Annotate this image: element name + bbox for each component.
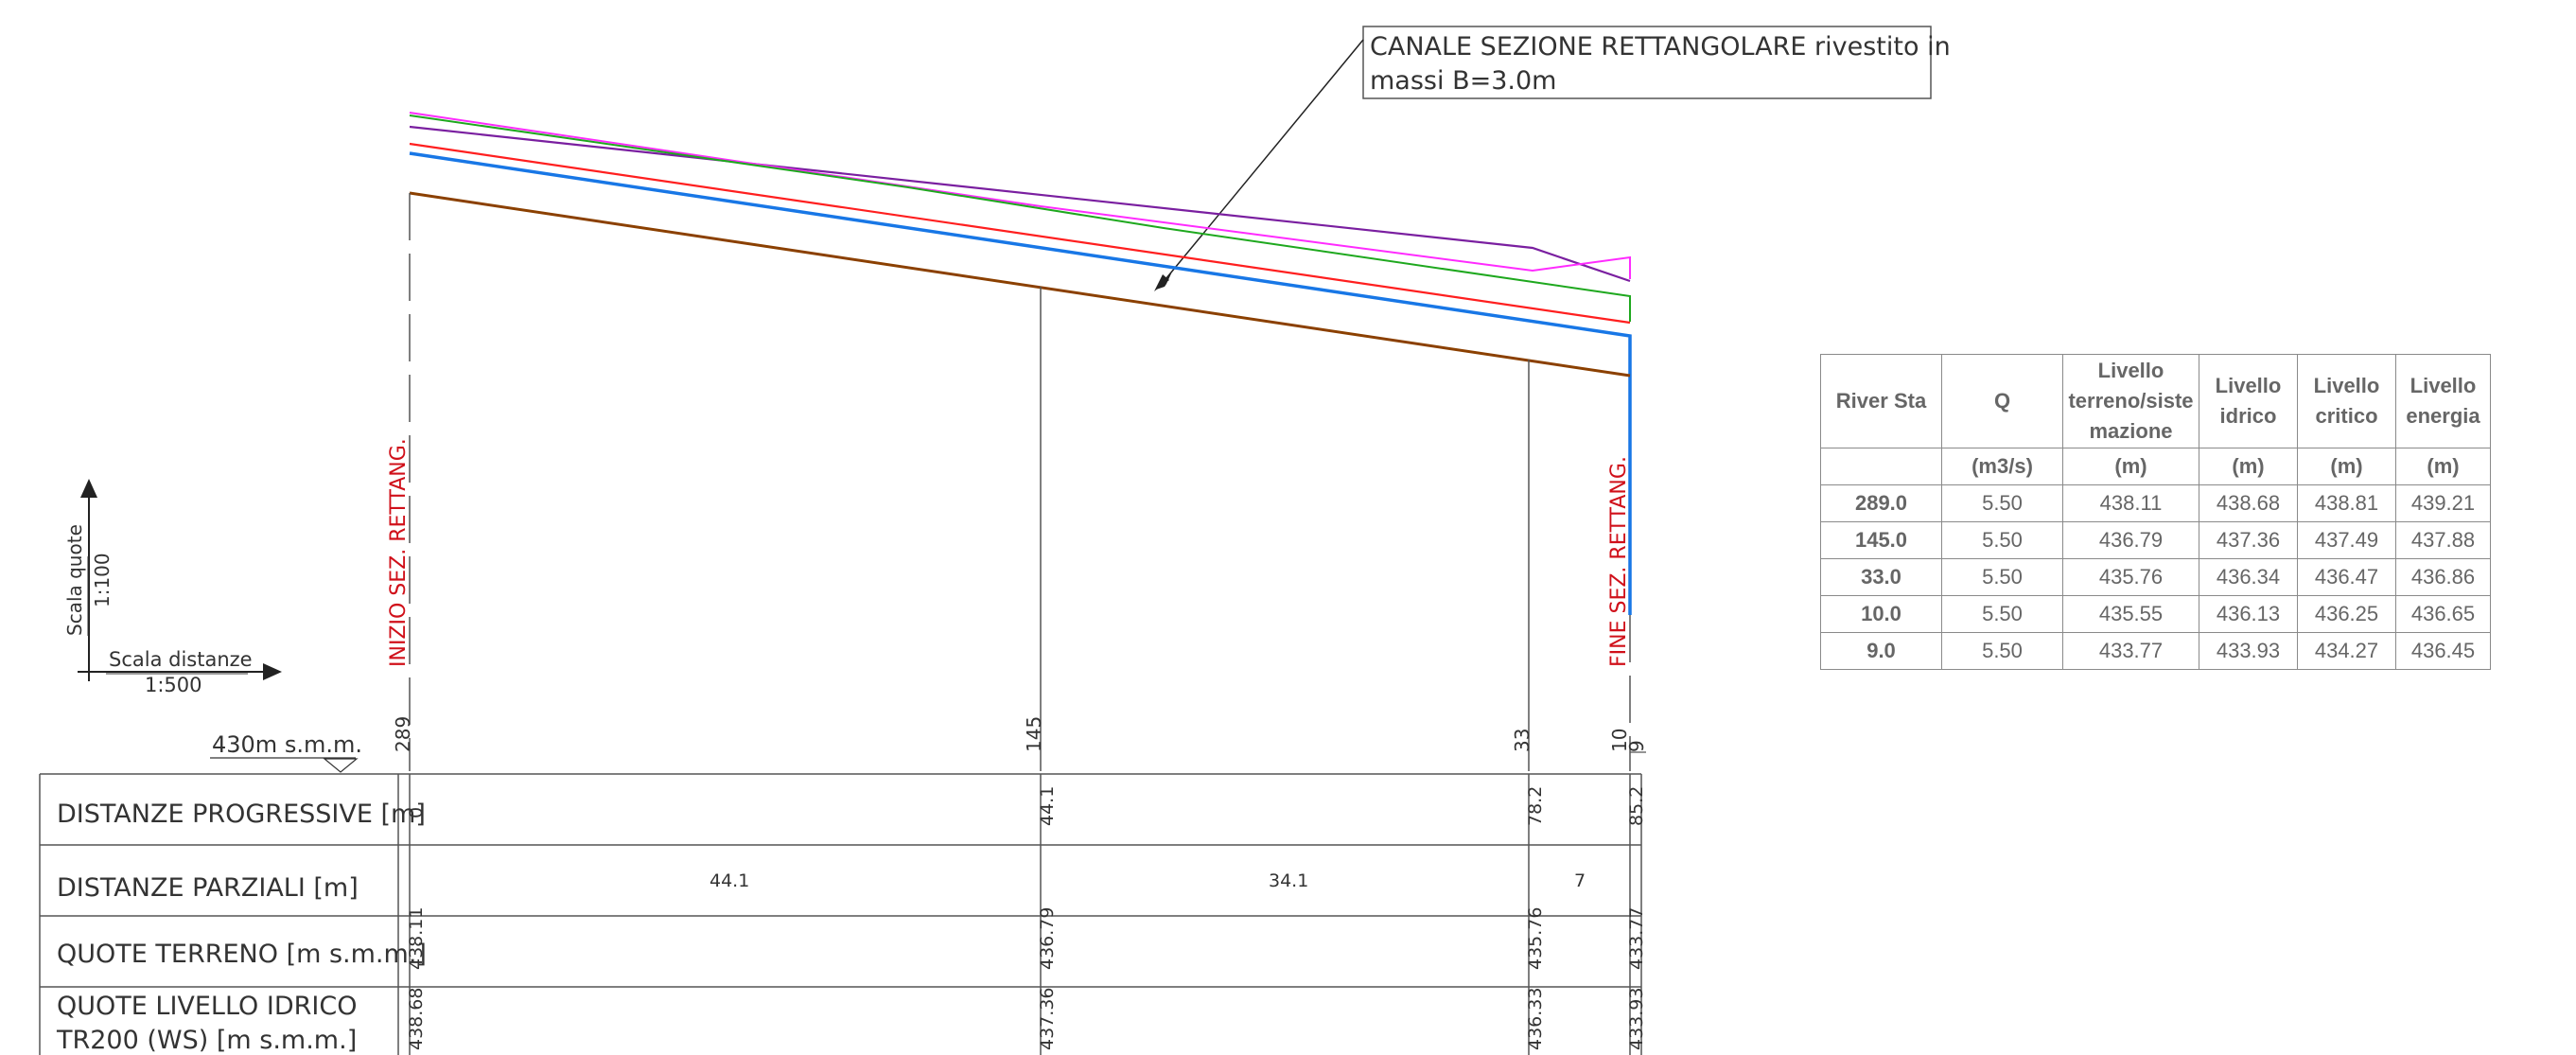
table-row: 145.0 5.50 436.79 437.36 437.49 437.88 bbox=[1820, 521, 2491, 559]
green-line bbox=[409, 114, 1631, 322]
table-cell: 436.13 bbox=[2199, 595, 2298, 633]
water-elev-value: 437.36 bbox=[1037, 988, 1058, 1050]
table-cell: 438.68 bbox=[2199, 484, 2298, 522]
table-cell: 433.93 bbox=[2199, 632, 2298, 670]
table-cell: 436.79 bbox=[2062, 521, 2199, 559]
callout-box bbox=[1362, 26, 1932, 99]
callout-text-line2: massi B=3.0m bbox=[1370, 66, 1556, 96]
station-label-33: 33 bbox=[1511, 729, 1533, 752]
header-water-level: Livello idrico bbox=[2199, 354, 2298, 448]
table-cell: 433.77 bbox=[2062, 632, 2199, 670]
water-elev-value: 433.93 bbox=[1626, 988, 1647, 1050]
ground-elev-value: 433.77 bbox=[1626, 907, 1647, 970]
scale-horizontal-label: Scala distanze bbox=[109, 648, 253, 671]
station-label-9: 9 bbox=[1625, 740, 1648, 752]
row-label-progressive: DISTANZE PROGRESSIVE [m] bbox=[57, 800, 426, 829]
table-row: 9.0 5.50 433.77 433.93 434.27 436.45 bbox=[1820, 632, 2491, 670]
header-q: Q bbox=[1941, 354, 2063, 448]
table-cell: 5.50 bbox=[1941, 632, 2063, 670]
callout-leader bbox=[1161, 39, 1364, 285]
ground-elev-value: 436.79 bbox=[1037, 907, 1058, 970]
ground-elev-value: 435.76 bbox=[1525, 907, 1546, 970]
table-cell: 438.11 bbox=[2062, 484, 2199, 522]
table-row: 33.0 5.50 435.76 436.34 436.47 436.86 bbox=[1820, 558, 2491, 596]
header-energy-level: Livello energia bbox=[2395, 354, 2491, 448]
table-row: 289.0 5.50 438.11 438.68 438.81 439.21 bbox=[1820, 484, 2491, 522]
scale-horizontal-arrow bbox=[263, 663, 282, 680]
unit-cell: (m) bbox=[2297, 448, 2396, 485]
table-cell: 439.21 bbox=[2395, 484, 2491, 522]
progressive-value: 44.1 bbox=[1037, 786, 1058, 826]
table-cell: 10.0 bbox=[1820, 595, 1942, 633]
partial-value: 7 bbox=[1574, 870, 1586, 891]
table-cell: 5.50 bbox=[1941, 484, 2063, 522]
results-table: River Sta Q Livello terreno/siste mazion… bbox=[1820, 354, 2491, 670]
table-cell: 437.36 bbox=[2199, 521, 2298, 559]
header-ground-level: Livello terreno/siste mazione bbox=[2062, 354, 2199, 448]
callout-arrowhead-fill bbox=[1154, 274, 1169, 291]
row-label-partial: DISTANZE PARZIALI [m] bbox=[57, 873, 359, 903]
scale-vertical-value: 1:100 bbox=[91, 553, 114, 607]
station-label-289: 289 bbox=[392, 716, 414, 752]
start-marker-label: INIZIO SEZ. RETTANG. bbox=[387, 438, 411, 667]
water-surface-line bbox=[409, 151, 1632, 615]
row-label-water-2: TR200 (WS) [m s.m.m.] bbox=[56, 1026, 357, 1055]
row-label-water-1: QUOTE LIVELLO IDRICO bbox=[57, 992, 357, 1021]
table-cell: 436.34 bbox=[2199, 558, 2298, 596]
scale-vertical-arrow bbox=[80, 479, 97, 498]
datum-label: 430m s.m.m. bbox=[212, 731, 362, 758]
table-cell: 436.47 bbox=[2297, 558, 2396, 596]
results-table-units-row: (m3/s) (m) (m) (m) (m) bbox=[1820, 448, 2491, 485]
end-marker-label: FINE SEZ. RETTANG. bbox=[1607, 456, 1631, 667]
unit-cell: (m) bbox=[2062, 448, 2199, 485]
header-river-sta: River Sta bbox=[1820, 354, 1942, 448]
partial-value: 34.1 bbox=[1269, 870, 1308, 891]
table-cell: 435.76 bbox=[2062, 558, 2199, 596]
table-cell: 33.0 bbox=[1820, 558, 1942, 596]
profile-table-grid bbox=[39, 773, 1642, 1055]
unit-cell bbox=[1820, 448, 1942, 485]
row-label-ground: QUOTE TERRENO [m s.m.m.] bbox=[57, 940, 427, 969]
unit-cell: (m) bbox=[2199, 448, 2298, 485]
magenta-line bbox=[409, 112, 1631, 279]
table-cell: 438.81 bbox=[2297, 484, 2396, 522]
unit-cell: (m3/s) bbox=[1941, 448, 2063, 485]
station-label-10: 10 bbox=[1608, 729, 1631, 752]
table-cell: 436.65 bbox=[2395, 595, 2491, 633]
ground-line bbox=[409, 191, 1631, 378]
callout-text-line1: CANALE SEZIONE RETTANGOLARE rivestito in bbox=[1370, 32, 1951, 62]
partial-value: 44.1 bbox=[710, 870, 749, 891]
table-row: 10.0 5.50 435.55 436.13 436.25 436.65 bbox=[1820, 595, 2491, 633]
progressive-value: 0 bbox=[406, 807, 427, 818]
table-cell: 5.50 bbox=[1941, 595, 2063, 633]
progressive-value: 78.2 bbox=[1525, 786, 1546, 826]
results-table-header-row: River Sta Q Livello terreno/siste mazion… bbox=[1820, 354, 2491, 448]
ground-elev-value: 438.11 bbox=[406, 907, 427, 970]
scale-vertical-label: Scala quote bbox=[63, 524, 86, 636]
table-cell: 436.45 bbox=[2395, 632, 2491, 670]
table-cell: 436.86 bbox=[2395, 558, 2491, 596]
table-cell: 289.0 bbox=[1820, 484, 1942, 522]
water-elev-value: 436.33 bbox=[1525, 988, 1546, 1050]
datum-triangle bbox=[323, 758, 359, 773]
table-cell: 434.27 bbox=[2297, 632, 2396, 670]
table-cell: 436.25 bbox=[2297, 595, 2396, 633]
table-cell: 5.50 bbox=[1941, 558, 2063, 596]
scale-horizontal-value: 1:500 bbox=[145, 674, 202, 696]
header-critical-level: Livello critico bbox=[2297, 354, 2396, 448]
table-cell: 437.49 bbox=[2297, 521, 2396, 559]
red-line bbox=[409, 142, 1631, 325]
table-cell: 437.88 bbox=[2395, 521, 2491, 559]
table-cell: 5.50 bbox=[1941, 521, 2063, 559]
water-elev-value: 438.68 bbox=[406, 988, 427, 1050]
table-cell: 145.0 bbox=[1820, 521, 1942, 559]
purple-line bbox=[409, 125, 1631, 283]
table-cell: 9.0 bbox=[1820, 632, 1942, 670]
unit-cell: (m) bbox=[2395, 448, 2491, 485]
progressive-value: 85.2 bbox=[1626, 786, 1647, 826]
table-cell: 435.55 bbox=[2062, 595, 2199, 633]
station-label-145: 145 bbox=[1023, 716, 1045, 752]
